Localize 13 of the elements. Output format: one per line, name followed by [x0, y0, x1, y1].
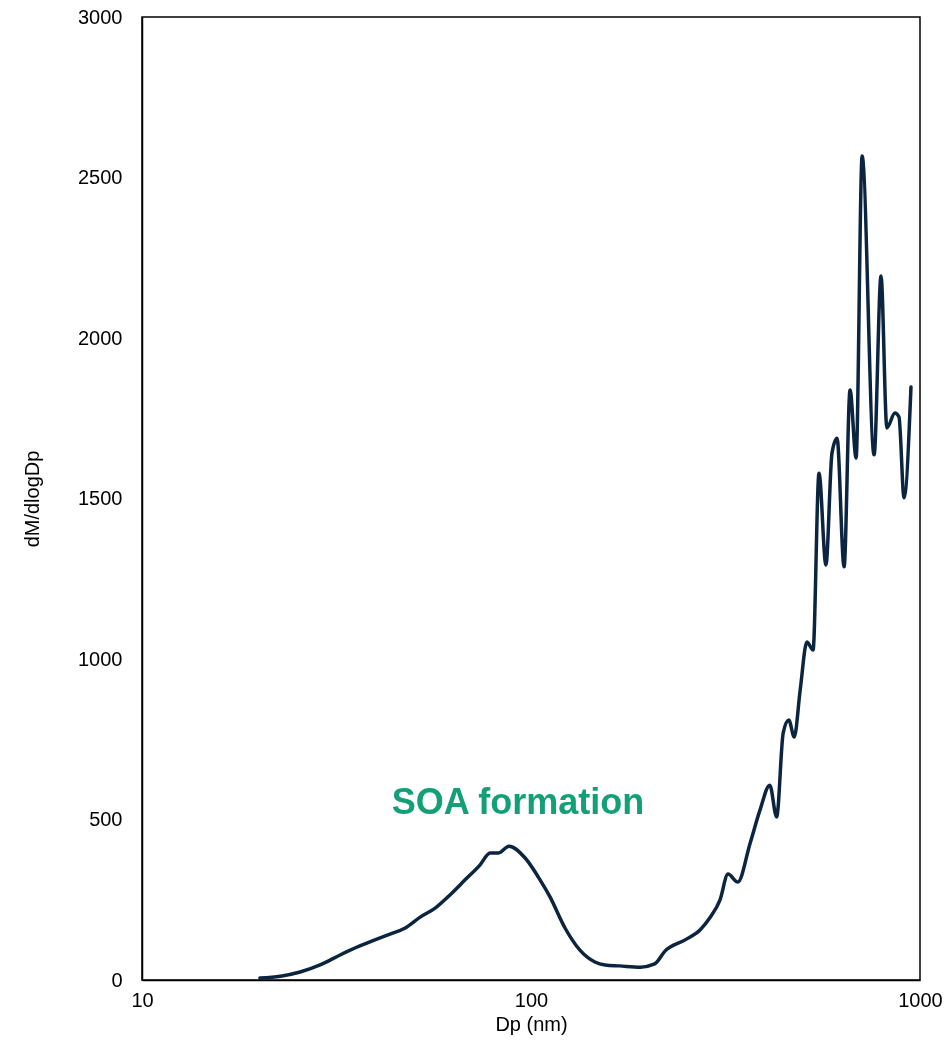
annotation: SOA formation	[391, 781, 645, 822]
x-tick-label: 10	[131, 988, 154, 1011]
x-tick-label: 1000	[898, 988, 943, 1011]
x-tick-label: 100	[514, 988, 549, 1011]
y-tick-label: 500	[89, 808, 123, 830]
y-axis-title: dM/dlogDp	[21, 450, 44, 548]
y-tick-label: 3000	[78, 5, 123, 28]
y-tick-label: 0	[111, 968, 123, 991]
x-axis-title: Dp (nm)	[495, 1012, 568, 1035]
y-tick-label: 2500	[78, 166, 123, 188]
y-tick-label: 1000	[78, 647, 123, 670]
y-tick-label: 1500	[78, 487, 123, 509]
y-tick-label: 2000	[78, 326, 123, 349]
